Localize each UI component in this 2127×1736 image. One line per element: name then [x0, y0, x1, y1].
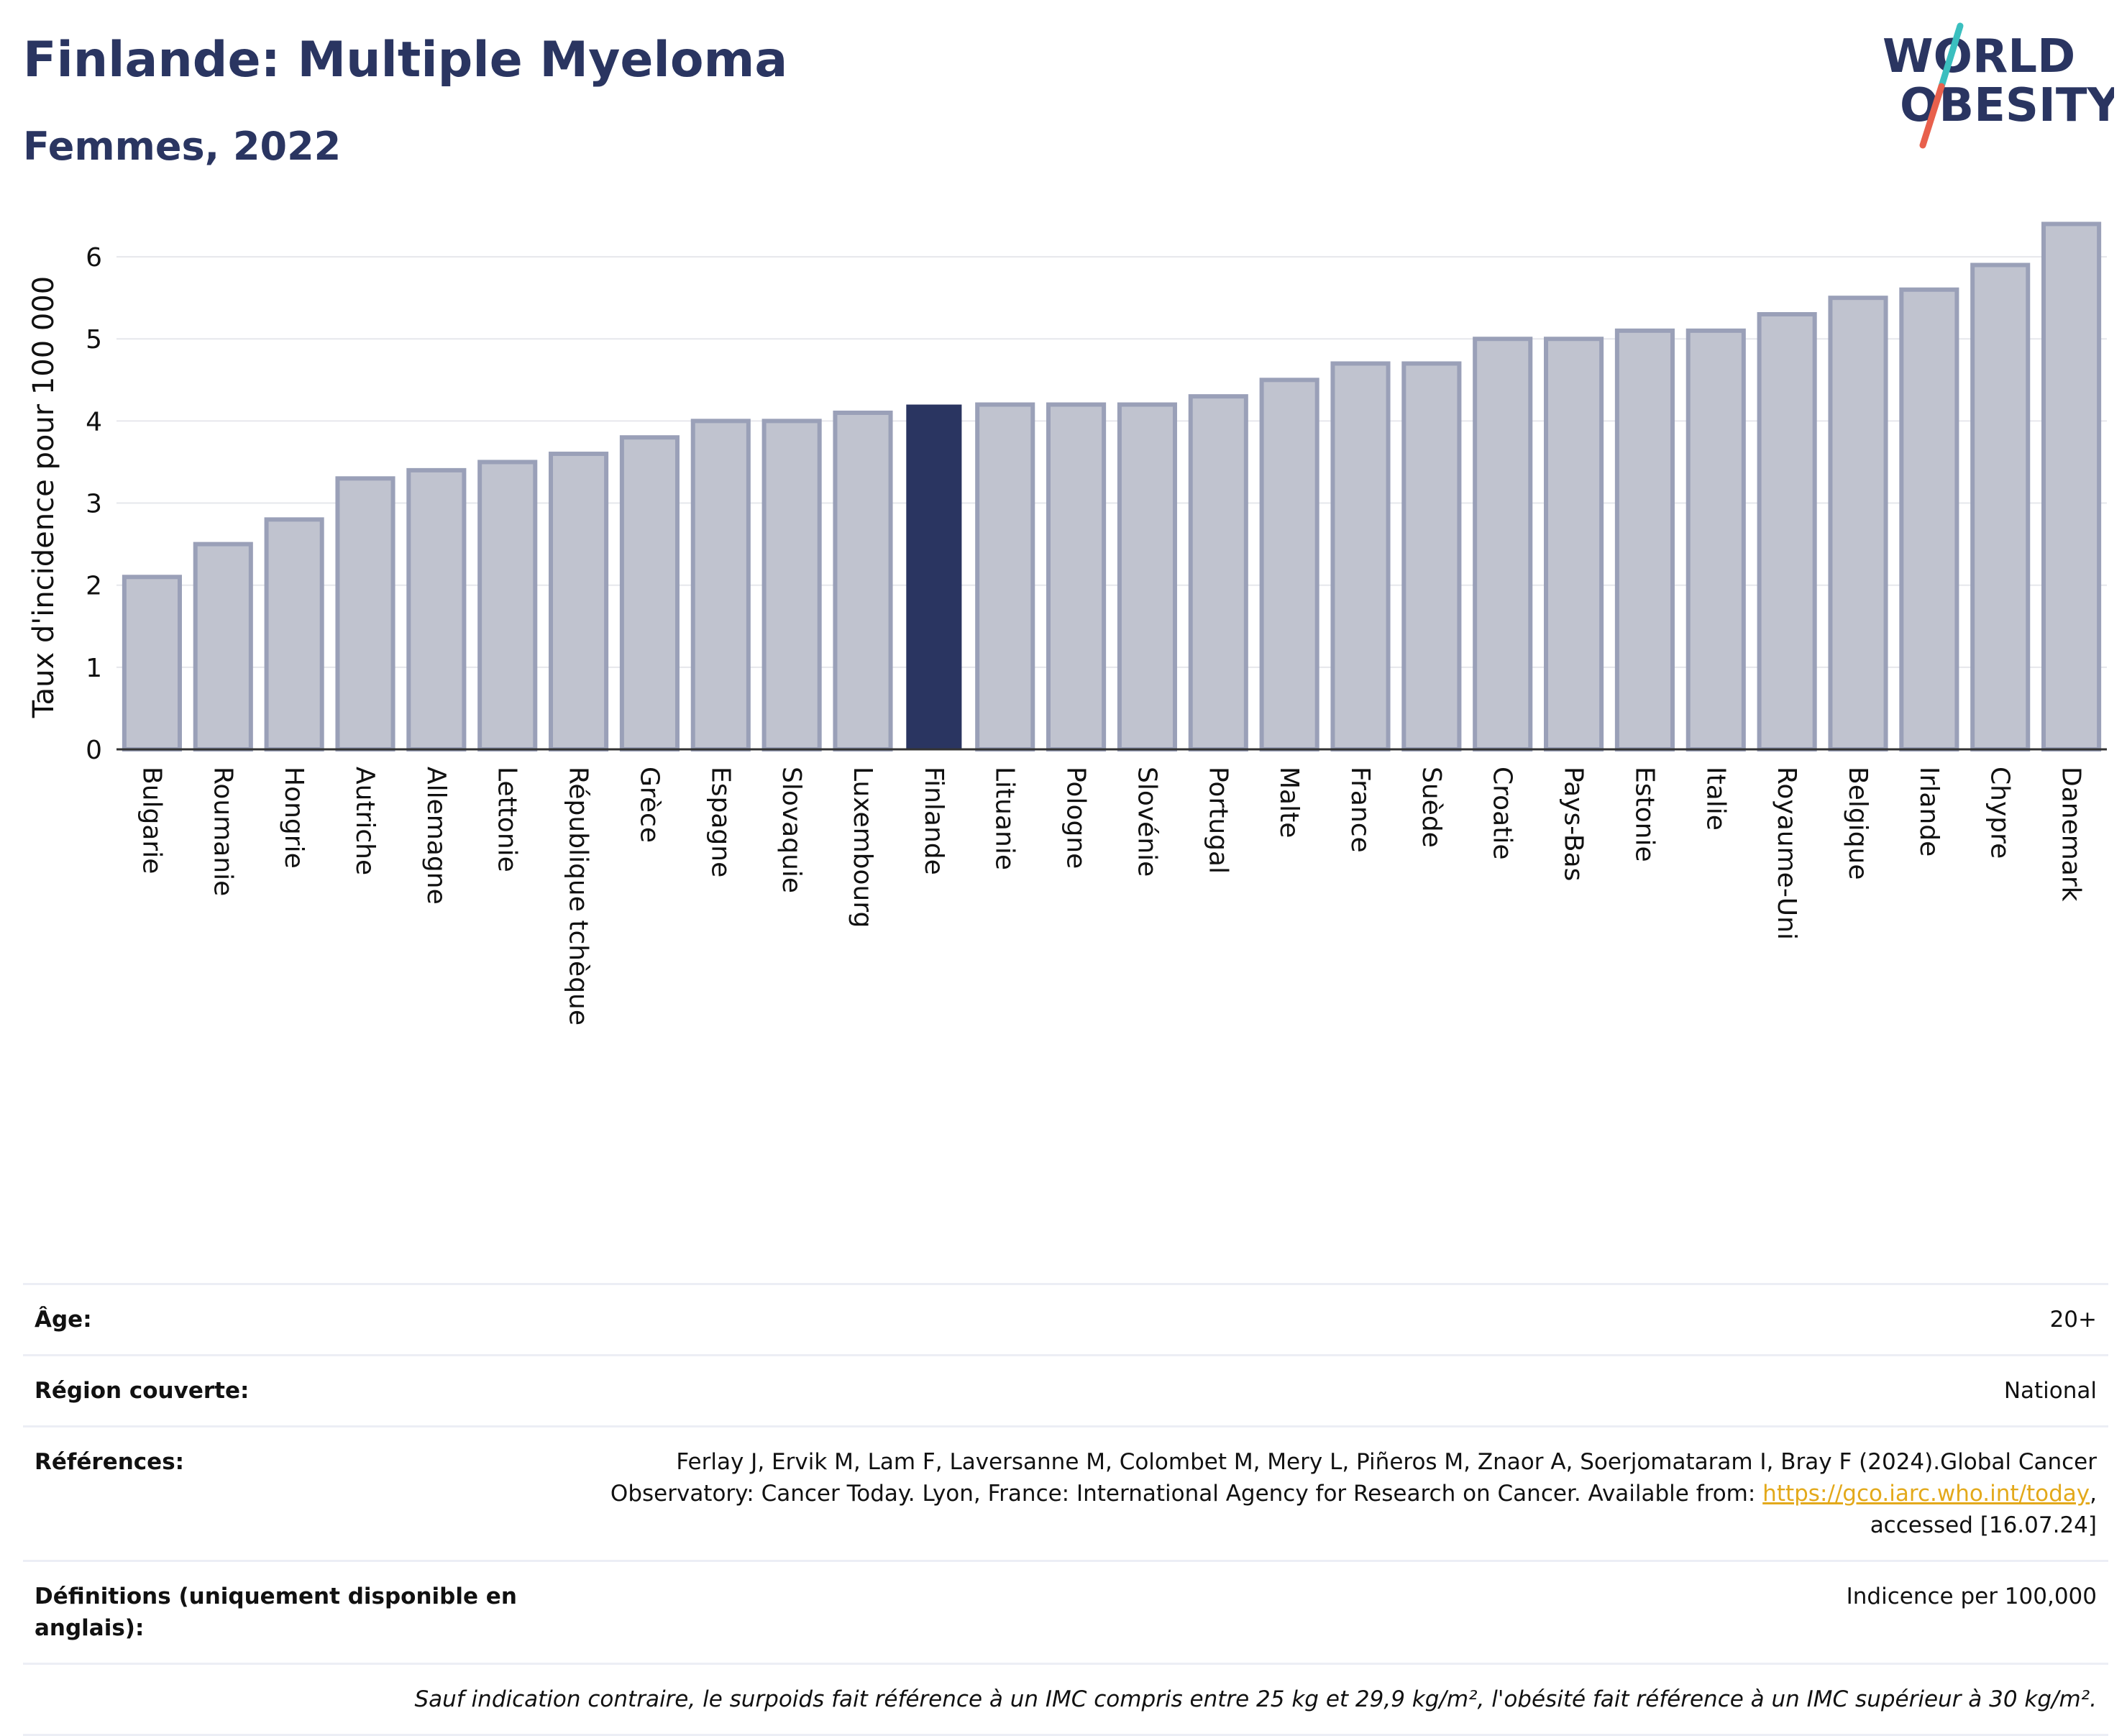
y-tick-label: 5: [86, 325, 102, 355]
bar-luxembourg[interactable]: [833, 410, 893, 751]
x-tick-label: Finlande: [919, 767, 948, 875]
chart-title: Finlande: Multiple Myeloma: [23, 32, 788, 88]
bar-estonie[interactable]: [1614, 328, 1675, 752]
region-row: Région couverte: National: [23, 1354, 2108, 1425]
x-tick-label: Autriche: [350, 767, 380, 875]
bar-royaume-uni[interactable]: [1757, 311, 1817, 751]
y-tick-label: 1: [86, 654, 102, 683]
region-value: National: [2003, 1378, 2097, 1404]
x-tick-label: Danemark: [2057, 767, 2086, 902]
references-line2-suffix: ,: [2090, 1481, 2097, 1507]
references-row: Références: Ferlay J, Ervik M, Lam F, La…: [23, 1425, 2108, 1560]
x-tick-label: Royaume-Uni: [1772, 767, 1801, 940]
bar-roumanie[interactable]: [193, 542, 253, 751]
age-value: 20+: [2049, 1307, 2097, 1333]
age-label: Âge:: [35, 1307, 92, 1333]
x-tick-label: Belgique: [1843, 767, 1872, 880]
bar-espagne[interactable]: [690, 419, 751, 752]
y-tick-label: 3: [86, 490, 102, 519]
bar-chart: 0 1 2 3 4 5 6 Taux d'incidence pour 100 000 Bulg…: [27, 221, 2107, 1025]
bar-su-de[interactable]: [1401, 361, 1462, 751]
bar-r-publique-tch-que[interactable]: [549, 452, 609, 751]
bar-hongrie[interactable]: [264, 517, 324, 751]
references-label: Références:: [35, 1449, 185, 1475]
references-line3: accessed [16.07.24]: [1870, 1512, 2097, 1538]
x-tick-label: Lettonie: [493, 767, 522, 872]
x-tick-label: Pologne: [1061, 767, 1091, 869]
region-label: Région couverte:: [35, 1378, 250, 1404]
y-tick-label: 6: [86, 243, 102, 273]
bar-belgique[interactable]: [1828, 296, 1888, 751]
references-value: Ferlay J, Ervik M, Lam F, Laversanne M, …: [538, 1446, 2097, 1541]
bar-portugal[interactable]: [1188, 394, 1248, 752]
info-table: Âge: 20+ Région couverte: National Référ…: [23, 1283, 2108, 1736]
bar-finlande[interactable]: [906, 404, 962, 749]
x-tick-label: Luxembourg: [848, 767, 877, 928]
x-tick-label: France: [1345, 767, 1375, 853]
x-tick-label: Italie: [1701, 767, 1730, 831]
bar-pays-bas[interactable]: [1544, 337, 1604, 751]
x-tick-label: Espagne: [705, 767, 735, 877]
bar-croatie[interactable]: [1473, 337, 1533, 751]
bar-irlande[interactable]: [1899, 287, 1959, 751]
bar-slovaquie[interactable]: [761, 419, 822, 752]
bar-bulgarie[interactable]: [122, 575, 182, 751]
bar-france[interactable]: [1330, 361, 1391, 751]
x-tick-label: Roumanie: [208, 767, 237, 896]
x-tick-label: Hongrie: [279, 767, 308, 869]
bar-pologne[interactable]: [1046, 402, 1107, 751]
age-row: Âge: 20+: [23, 1283, 2108, 1354]
x-tick-label: Irlande: [1914, 767, 1944, 856]
bar-danemark[interactable]: [2041, 221, 2102, 751]
logo-line1: WORLD: [1883, 30, 2075, 83]
bar-autriche[interactable]: [335, 476, 395, 751]
chart-subtitle: Femmes, 2022: [23, 124, 342, 169]
x-tick-label: Grèce: [634, 767, 664, 843]
references-line2: Observatory: Cancer Today. Lyon, France:…: [610, 1481, 1763, 1507]
footnote: Sauf indication contraire, le surpoids f…: [414, 1686, 2097, 1712]
y-tick-label: 2: [86, 572, 102, 601]
bar-gr-ce[interactable]: [619, 435, 680, 751]
bar-italie[interactable]: [1685, 328, 1746, 752]
logo-slash-top: [1938, 22, 1964, 90]
note-row: Sauf indication contraire, le surpoids f…: [23, 1663, 2108, 1736]
x-tick-label: Malte: [1274, 767, 1304, 838]
x-tick-label: Estonie: [1629, 767, 1659, 862]
definitions-row: Définitions (uniquement disponible en an…: [23, 1560, 2108, 1663]
bar-lettonie[interactable]: [477, 460, 538, 751]
x-tick-label: Lituanie: [990, 767, 1020, 870]
bar-slov-nie[interactable]: [1117, 402, 1177, 751]
definitions-value: Indicence per 100,000: [1846, 1584, 2097, 1609]
x-tick-label: Croatie: [1488, 767, 1517, 860]
definitions-label: Définitions (uniquement disponible en an…: [35, 1584, 517, 1641]
logo-slash-bottom: [1919, 83, 1945, 149]
y-tick-label: 0: [86, 736, 102, 765]
y-axis-label: Taux d'incidence pour 100 000: [27, 276, 60, 718]
bar-allemagne[interactable]: [406, 467, 467, 752]
x-tick-label: Allemagne: [421, 767, 451, 905]
y-tick-label: 4: [86, 407, 102, 437]
x-tick-label: Slovaquie: [777, 767, 806, 893]
bar-chypre[interactable]: [1970, 262, 2031, 751]
x-tick-label: Suède: [1417, 767, 1446, 848]
x-tick-label: Slovénie: [1132, 767, 1161, 877]
x-tick-label: République tchèque: [564, 767, 593, 1025]
references-line1: Ferlay J, Ervik M, Lam F, Laversanne M, …: [676, 1449, 2097, 1475]
references-link[interactable]: https://gco.iarc.who.int/today: [1762, 1481, 2090, 1507]
x-tick-label: Bulgarie: [137, 767, 166, 874]
bar-lituanie[interactable]: [975, 402, 1035, 751]
x-tick-label: Chypre: [1985, 767, 2015, 859]
world-obesity-logo: WORLD OBESITY: [1883, 22, 2114, 149]
bar-malte[interactable]: [1259, 378, 1319, 751]
x-tick-label: Pays-Bas: [1559, 767, 1588, 881]
x-tick-label: Portugal: [1203, 767, 1232, 874]
